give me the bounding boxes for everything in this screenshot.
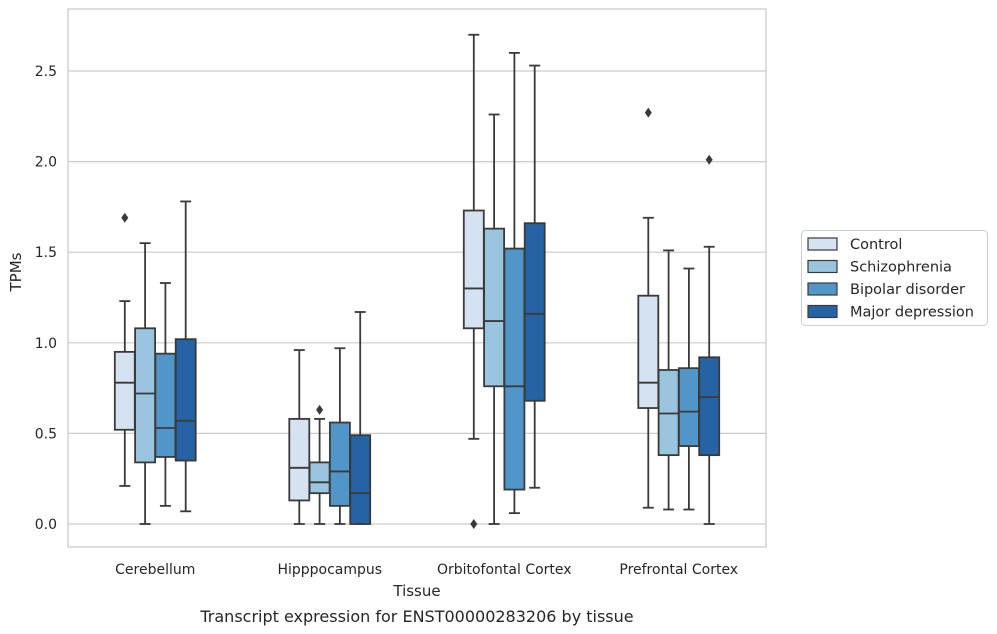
box-major-depression	[174, 200, 197, 513]
box-control	[113, 212, 136, 487]
y-tick-label: 2.0	[35, 155, 57, 171]
x-tick-label: Prefrontal Cortex	[619, 562, 738, 578]
box-bipolar-disorder	[154, 282, 177, 507]
box-iqr	[113, 350, 136, 431]
box-iqr	[154, 352, 177, 458]
legend-label: Control	[850, 237, 902, 253]
x-axis: Cerebellum Hipppocampus Orbitofontal Corte…	[115, 562, 738, 578]
y-tick-label: 1.5	[35, 245, 57, 261]
box-iqr	[349, 434, 372, 525]
box-schizophrenia	[657, 249, 680, 511]
x-tick-label: Hipppocampus	[277, 562, 382, 578]
box-control	[637, 107, 660, 509]
legend-swatch	[807, 237, 838, 251]
x-tick-label: Cerebellum	[115, 562, 195, 578]
y-tick-label: 2.5	[35, 64, 57, 80]
outlier-point	[470, 519, 478, 529]
box-schizophrenia	[308, 404, 331, 525]
box-control	[462, 33, 485, 529]
box-group	[113, 33, 721, 529]
y-axis: 0.0 0.5 1.0 1.5 2.0 2.5	[35, 64, 57, 533]
box-bipolar-disorder	[328, 347, 351, 525]
box-iqr	[523, 222, 546, 402]
legend-label: Major depression	[850, 305, 974, 321]
box-iqr	[503, 247, 526, 491]
legend-swatch	[807, 282, 838, 296]
chart-caption: Transcript expression for ENST0000028320…	[199, 607, 633, 626]
box-major-depression	[698, 154, 721, 525]
y-tick-label: 1.0	[35, 336, 57, 352]
outlier-point	[644, 107, 652, 118]
box-iqr	[308, 461, 331, 495]
plot-frame	[67, 8, 767, 548]
legend: Control Schizophrenia Bipolar disorder Majo…	[801, 230, 988, 326]
y-tick-label: 0.0	[35, 517, 57, 533]
legend-label: Schizophrenia	[850, 260, 952, 276]
box-control	[288, 349, 311, 525]
x-tick-label: Orbitofontal Cortex	[437, 562, 572, 578]
outlier-point	[705, 154, 713, 165]
box-iqr	[698, 356, 721, 457]
x-axis-label: Tissue	[392, 582, 440, 600]
y-axis-label: TPMs	[7, 252, 25, 292]
box-iqr	[637, 294, 660, 409]
box-major-depression	[349, 311, 372, 525]
box-major-depression	[523, 64, 546, 489]
legend-frame	[801, 230, 988, 326]
legend-swatch	[807, 304, 838, 319]
box-iqr	[483, 227, 506, 388]
legend-swatch	[807, 259, 838, 274]
legend-label: Bipolar disorder	[850, 282, 965, 298]
box-iqr	[657, 369, 680, 457]
box-iqr	[678, 367, 700, 447]
box-iqr	[288, 418, 311, 502]
outlier-point	[316, 404, 324, 415]
box-iqr	[174, 338, 197, 462]
outlier-point	[121, 212, 129, 223]
box-iqr	[462, 209, 485, 330]
box-schizophrenia	[483, 113, 506, 525]
box-iqr	[328, 421, 351, 507]
y-tick-label: 0.5	[35, 426, 57, 442]
box-iqr	[134, 327, 157, 464]
